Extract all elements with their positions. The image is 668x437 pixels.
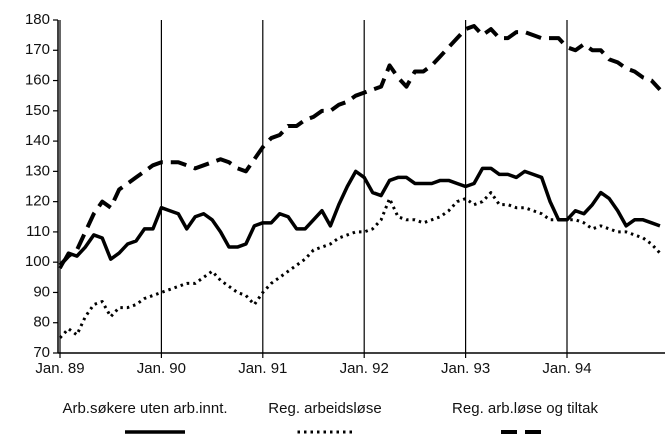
x-tick-label: Jan. 89 bbox=[35, 360, 84, 377]
y-tick-label: 170 bbox=[25, 41, 50, 58]
y-tick-label: 140 bbox=[25, 132, 50, 149]
x-tick-label: Jan. 92 bbox=[340, 360, 389, 377]
y-tick-label: 70 bbox=[33, 344, 50, 361]
y-tick-label: 150 bbox=[25, 102, 50, 119]
x-tick-label: Jan. 91 bbox=[238, 360, 287, 377]
x-tick-label: Jan. 93 bbox=[441, 360, 490, 377]
y-tick-label: 160 bbox=[25, 72, 50, 89]
y-tick-label: 90 bbox=[33, 283, 50, 300]
legend-label: Arb.søkere uten arb.innt. bbox=[62, 400, 227, 417]
y-tick-label: 130 bbox=[25, 162, 50, 179]
legend-label: Reg. arb.løse og tiltak bbox=[452, 400, 598, 417]
y-tick-label: 100 bbox=[25, 253, 50, 270]
x-tick-label: Jan. 94 bbox=[542, 360, 591, 377]
y-tick-label: 110 bbox=[26, 223, 50, 240]
y-tick-label: 120 bbox=[25, 193, 50, 210]
series-line bbox=[58, 166, 661, 270]
y-tick-label: 180 bbox=[25, 11, 50, 28]
series-line bbox=[58, 24, 662, 267]
x-tick-label: Jan. 90 bbox=[137, 360, 186, 377]
series-line bbox=[58, 191, 662, 339]
y-tick-label: 80 bbox=[33, 314, 50, 331]
legend-label: Reg. arbeidsløse bbox=[268, 400, 381, 417]
